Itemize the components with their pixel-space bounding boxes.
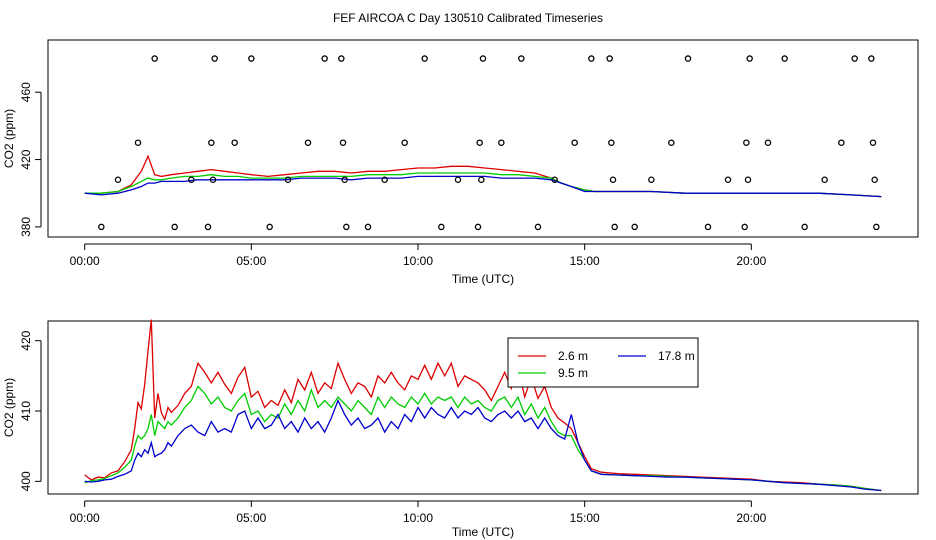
legend-label: 9.5 m	[558, 366, 588, 380]
flag-point	[608, 139, 615, 146]
flag-point	[746, 55, 753, 62]
flag-point	[609, 176, 617, 184]
flag-point	[474, 223, 482, 231]
flag-point	[743, 139, 750, 146]
x-tick-label: 15:00	[570, 254, 600, 268]
flag-point	[741, 223, 748, 231]
flag-point	[724, 176, 732, 184]
flag-point	[534, 223, 542, 231]
flag-point	[231, 139, 238, 146]
x-tick-label: 05:00	[236, 254, 266, 268]
plot-frame	[47, 39, 919, 238]
series-line-2-6m	[84, 319, 882, 492]
flag-point	[868, 55, 875, 62]
flag-point	[338, 55, 345, 62]
x-tick-label: 20:00	[736, 254, 766, 268]
flag-point	[838, 139, 845, 146]
flag-point	[454, 176, 462, 184]
flag-point	[343, 223, 350, 231]
flag-point	[304, 139, 312, 146]
flag-point	[204, 223, 212, 231]
y-axis-label: CO2 (ppm)	[2, 109, 16, 168]
flag-point	[98, 223, 105, 231]
flag-point	[821, 176, 828, 184]
series-line-17-8m	[84, 398, 882, 492]
x-axis-label: Time (UTC)	[452, 272, 514, 286]
flag-point	[571, 139, 578, 146]
x-tick-label: 00:00	[70, 511, 100, 525]
flag-point	[266, 223, 273, 231]
flag-point	[211, 55, 218, 62]
y-tick-label: 460	[19, 82, 33, 102]
flag-point	[208, 139, 215, 146]
flag-point	[209, 176, 217, 184]
flag-point	[341, 176, 348, 184]
series-line-17-8m	[84, 175, 882, 198]
series-line-9-5m	[84, 385, 882, 492]
flag-point	[781, 55, 788, 62]
flag-point	[518, 55, 525, 62]
y-tick-label: 420	[19, 149, 33, 169]
flag-point	[684, 55, 692, 62]
flag-point	[498, 139, 505, 146]
legend: 2.6 m 17.8 m 9.5 m	[507, 337, 699, 388]
x-tick-label: 05:00	[236, 511, 266, 525]
flag-point	[851, 55, 858, 62]
flag-point	[479, 55, 487, 62]
flag-point	[438, 223, 445, 231]
flag-point	[611, 223, 618, 231]
y-tick-label: 400	[19, 471, 33, 491]
flag-point	[114, 176, 122, 184]
flag-point	[134, 139, 142, 146]
flag-point	[339, 139, 347, 146]
flag-point	[764, 139, 772, 146]
flag-point	[873, 223, 880, 231]
flag-point	[668, 139, 675, 146]
flag-point	[284, 176, 292, 184]
x-tick-label: 10:00	[403, 511, 433, 525]
flag-point	[381, 176, 388, 184]
flag-point	[704, 223, 712, 231]
flag-point	[151, 55, 158, 62]
flag-point	[171, 223, 178, 231]
flag-point	[401, 139, 408, 146]
x-tick-label: 20:00	[736, 511, 766, 525]
flag-point	[588, 55, 595, 62]
flag-point	[421, 55, 428, 62]
flag-point	[606, 55, 613, 62]
legend-label: 17.8 m	[658, 349, 695, 363]
legend-label: 2.6 m	[558, 349, 588, 363]
flag-point	[869, 139, 877, 146]
flag-point	[248, 55, 255, 62]
plot-frame	[47, 320, 919, 495]
y-tick-label: 380	[19, 217, 33, 237]
top-panel: 00:00 05:00 10:00 15:00 20:00 Time (UTC) 380 42…	[2, 39, 919, 286]
x-tick-label: 10:00	[403, 254, 433, 268]
flag-point	[321, 55, 328, 62]
x-axis-label: Time (UTC)	[452, 525, 514, 539]
flag-point	[871, 176, 878, 184]
x-tick-label: 15:00	[570, 511, 600, 525]
y-axis-label: CO2 (ppm)	[2, 378, 16, 437]
chart-title: FEF AIRCOA C Day 130510 Calibrated Times…	[333, 11, 603, 25]
flag-point	[478, 176, 485, 184]
flag-point	[744, 176, 752, 184]
flag-point	[551, 176, 558, 184]
flag-point	[801, 223, 808, 231]
flag-point	[364, 223, 372, 231]
flag-point	[631, 223, 638, 231]
y-tick-label: 420	[19, 330, 33, 350]
legend-box	[507, 337, 699, 388]
bottom-panel: 00:00 05:00 10:00 15:00 20:00 Time (UTC) 400 41…	[2, 319, 919, 539]
y-tick-label: 410	[19, 401, 33, 421]
flag-point	[648, 176, 655, 184]
x-tick-label: 00:00	[70, 254, 100, 268]
flag-point	[476, 139, 483, 146]
flag-point	[188, 176, 195, 184]
